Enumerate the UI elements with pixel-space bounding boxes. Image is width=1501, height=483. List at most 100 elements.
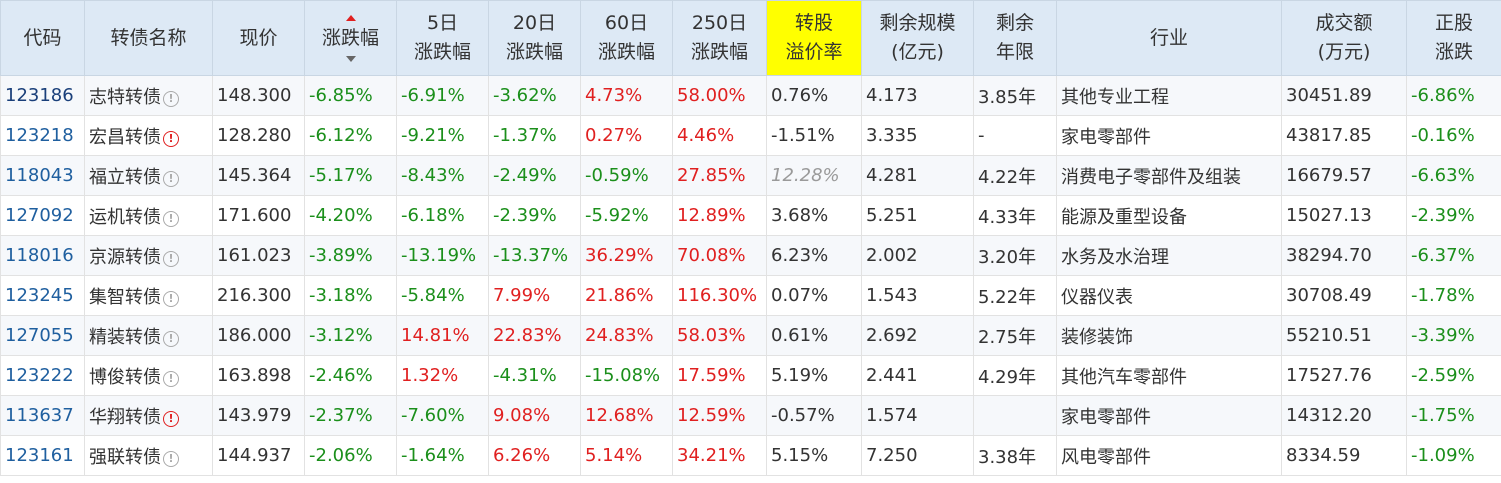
- info-icon[interactable]: !: [163, 330, 179, 347]
- header-label: 涨跌幅: [597, 41, 655, 63]
- cell-name[interactable]: 华翔转债!: [84, 395, 213, 436]
- column-header-scale[interactable]: 剩余规模 (亿元): [861, 0, 974, 76]
- cell-price: 148.300: [212, 75, 305, 116]
- cell-chg: -3.89%: [304, 235, 397, 276]
- cell-scale: 4.173: [861, 75, 974, 116]
- bond-name-link[interactable]: 志特转债: [89, 86, 161, 108]
- cell-price: 143.979: [212, 395, 305, 436]
- header-label: 溢价率: [785, 41, 843, 63]
- column-header-volume[interactable]: 成交额 (万元): [1281, 0, 1407, 76]
- cell-chg250: 58.00%: [672, 75, 767, 116]
- bond-name-link[interactable]: 福立转债: [89, 166, 161, 188]
- bond-name-link[interactable]: 集智转债: [89, 286, 161, 308]
- cell-chg60: 24.83%: [580, 315, 673, 356]
- cell-stock-chg: -1.78%: [1406, 275, 1501, 316]
- table-row[interactable]: 127092 运机转债! 171.600 -4.20% -6.18% -2.39% -5.9…: [0, 195, 1501, 236]
- cell-price: 216.300: [212, 275, 305, 316]
- cell-price: 128.280: [212, 115, 305, 156]
- cell-code[interactable]: 123161: [0, 435, 85, 476]
- table-row[interactable]: 123218 宏昌转债! 128.280 -6.12% -9.21% -1.37% 0.27…: [0, 115, 1501, 156]
- cell-chg5: -13.19%: [396, 235, 489, 276]
- info-icon[interactable]: !: [163, 90, 179, 107]
- cell-code[interactable]: 118043: [0, 155, 85, 196]
- bond-name-link[interactable]: 精装转债: [89, 326, 161, 348]
- info-icon[interactable]: !: [163, 170, 179, 187]
- sort-asc-icon[interactable]: [345, 15, 356, 21]
- column-header-chg250[interactable]: 250日 涨跌幅: [672, 0, 767, 76]
- info-icon[interactable]: !: [163, 210, 179, 227]
- cell-name[interactable]: 博俊转债!: [84, 355, 213, 396]
- bond-name-link[interactable]: 强联转债: [89, 446, 161, 468]
- header-label: 涨跌幅: [505, 41, 563, 63]
- cell-name[interactable]: 福立转债!: [84, 155, 213, 196]
- cell-name[interactable]: 志特转债!: [84, 75, 213, 116]
- cell-name[interactable]: 精装转债!: [84, 315, 213, 356]
- cell-stock-chg: -2.59%: [1406, 355, 1501, 396]
- cell-name[interactable]: 强联转债!: [84, 435, 213, 476]
- cell-scale: 7.250: [861, 435, 974, 476]
- cell-chg5: -8.43%: [396, 155, 489, 196]
- cell-chg60: 36.29%: [580, 235, 673, 276]
- table-row[interactable]: 123186 志特转债! 148.300 -6.85% -6.91% -3.62% 4.73…: [0, 75, 1501, 116]
- cell-chg20: -4.31%: [488, 355, 581, 396]
- table-row[interactable]: 123245 集智转债! 216.300 -3.18% -5.84% 7.99% 21.86…: [0, 275, 1501, 316]
- cell-volume: 8334.59: [1281, 435, 1407, 476]
- info-icon[interactable]: !: [163, 370, 179, 387]
- cell-industry: 装修装饰: [1056, 315, 1282, 356]
- cell-years: 3.38年: [973, 435, 1057, 476]
- header-label: (亿元): [891, 41, 944, 63]
- column-header-stock-chg[interactable]: 正股 涨跌: [1406, 0, 1501, 76]
- bond-name-link[interactable]: 宏昌转债: [89, 126, 161, 148]
- cell-chg: -6.12%: [304, 115, 397, 156]
- bond-name-link[interactable]: 运机转债: [89, 206, 161, 228]
- header-label: 涨跌幅: [690, 41, 748, 63]
- alert-icon[interactable]: !: [163, 410, 179, 427]
- cell-chg: -3.18%: [304, 275, 397, 316]
- cell-name[interactable]: 京源转债!: [84, 235, 213, 276]
- cell-code[interactable]: 127092: [0, 195, 85, 236]
- cell-name[interactable]: 集智转债!: [84, 275, 213, 316]
- info-icon[interactable]: !: [163, 290, 179, 307]
- info-icon[interactable]: !: [163, 450, 179, 467]
- cell-stock-chg: -1.75%: [1406, 395, 1501, 436]
- cell-volume: 30451.89: [1281, 75, 1407, 116]
- bond-name-link[interactable]: 京源转债: [89, 246, 161, 268]
- cell-price: 163.898: [212, 355, 305, 396]
- column-header-chg[interactable]: 涨跌幅: [304, 0, 397, 76]
- column-header-code[interactable]: 代码: [0, 0, 85, 76]
- cell-code[interactable]: 123218: [0, 115, 85, 156]
- cell-code[interactable]: 127055: [0, 315, 85, 356]
- column-header-chg60[interactable]: 60日 涨跌幅: [580, 0, 673, 76]
- column-header-chg20[interactable]: 20日 涨跌幅: [488, 0, 581, 76]
- info-icon[interactable]: !: [163, 250, 179, 267]
- cell-name[interactable]: 宏昌转债!: [84, 115, 213, 156]
- cell-code[interactable]: 118016: [0, 235, 85, 276]
- table-row[interactable]: 118016 京源转债! 161.023 -3.89% -13.19% -13.37% 36…: [0, 235, 1501, 276]
- column-header-years[interactable]: 剩余 年限: [973, 0, 1057, 76]
- table-row[interactable]: 127055 精装转债! 186.000 -3.12% 14.81% 22.83% 24.8…: [0, 315, 1501, 356]
- header-label: 涨跌幅: [413, 41, 471, 63]
- sort-desc-icon[interactable]: [345, 56, 356, 62]
- bond-name-link[interactable]: 华翔转债: [89, 406, 161, 428]
- cell-name[interactable]: 运机转债!: [84, 195, 213, 236]
- cell-code[interactable]: 123245: [0, 275, 85, 316]
- bond-name-link[interactable]: 博俊转债: [89, 366, 161, 388]
- cell-chg250: 12.89%: [672, 195, 767, 236]
- column-header-premium[interactable]: 转股 溢价率: [766, 0, 862, 76]
- table-row[interactable]: 118043 福立转债! 145.364 -5.17% -8.43% -2.49% -0.5…: [0, 155, 1501, 196]
- cell-stock-chg: -0.16%: [1406, 115, 1501, 156]
- cell-volume: 16679.57: [1281, 155, 1407, 196]
- table-row[interactable]: 123161 强联转债! 144.937 -2.06% -1.64% 6.26% 5.14%…: [0, 435, 1501, 476]
- table-row[interactable]: 123222 博俊转债! 163.898 -2.46% 1.32% -4.31% -15.0…: [0, 355, 1501, 396]
- cell-code[interactable]: 123222: [0, 355, 85, 396]
- column-header-industry[interactable]: 行业: [1056, 0, 1282, 76]
- cell-code[interactable]: 113637: [0, 395, 85, 436]
- cell-chg20: -2.39%: [488, 195, 581, 236]
- alert-icon[interactable]: !: [163, 130, 179, 147]
- column-header-name[interactable]: 转债名称: [84, 0, 213, 76]
- table-row[interactable]: 113637 华翔转债! 143.979 -2.37% -7.60% 9.08% 12.68…: [0, 395, 1501, 436]
- column-header-chg5[interactable]: 5日 涨跌幅: [396, 0, 489, 76]
- cell-code[interactable]: 123186: [0, 75, 85, 116]
- cell-volume: 55210.51: [1281, 315, 1407, 356]
- column-header-price[interactable]: 现价: [212, 0, 305, 76]
